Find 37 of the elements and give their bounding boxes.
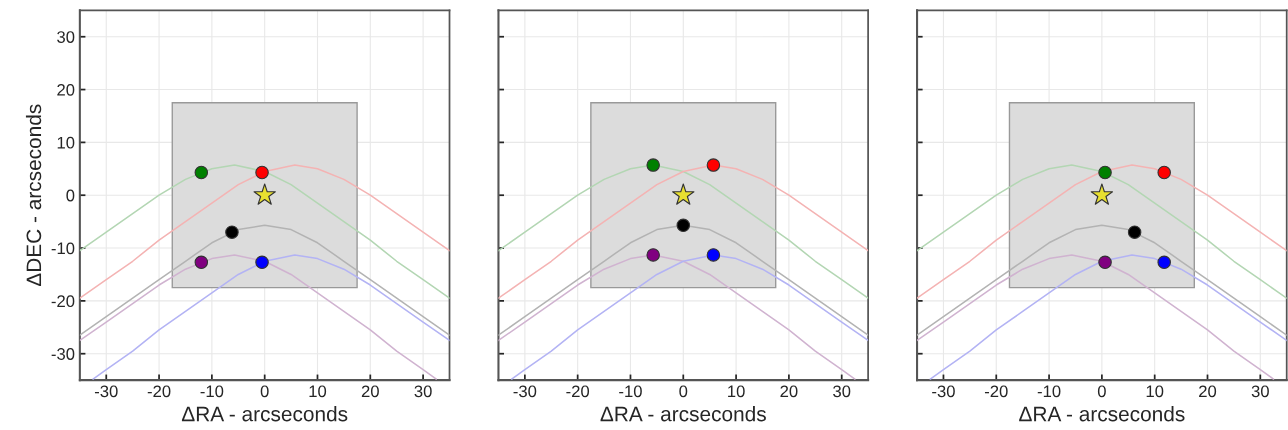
x-tick-label: -10 — [1037, 385, 1061, 398]
x-tick-label: -30 — [932, 385, 955, 398]
x-tick-label: 20 — [361, 385, 379, 398]
x-tick-label: -30 — [94, 385, 118, 398]
line-series — [79, 164, 450, 300]
line-series — [79, 224, 450, 336]
x-axis-title: ΔRA - arcseconds — [600, 406, 766, 422]
x-tick-label: 30 — [414, 385, 432, 398]
x-tick-label: -10 — [200, 385, 224, 398]
x-tick-label: 30 — [1251, 385, 1269, 398]
x-tick-label: 10 — [309, 385, 327, 398]
x-tick-label: 10 — [728, 385, 745, 398]
x-axis-title: ΔRA - arcseconds — [1019, 406, 1185, 422]
x-tick-label: 20 — [1199, 385, 1217, 398]
x-axis-title: ΔRA - arcseconds — [181, 406, 348, 422]
x-tick-label: 0 — [679, 385, 688, 398]
y-tick-label: 30 — [57, 31, 75, 43]
x-tick-label: -30 — [513, 385, 537, 398]
x-tick-label: 0 — [260, 385, 269, 398]
point — [1090, 183, 1114, 205]
x-tick-label: -20 — [147, 385, 171, 398]
x-tick-label: -20 — [984, 385, 1008, 398]
point — [672, 183, 695, 205]
x-tick-label: 10 — [1146, 385, 1164, 398]
y-tick-label: 0 — [66, 189, 75, 202]
y-tick-label: -30 — [51, 348, 75, 360]
x-tick-label: -20 — [566, 385, 590, 398]
y-tick-label: 10 — [57, 136, 75, 149]
x-tick-label: 30 — [833, 385, 851, 398]
y-axis-title: ΔDEC - arcseconds — [25, 104, 42, 287]
y-tick-label: -20 — [51, 295, 75, 308]
y-tick-label: 20 — [57, 83, 75, 96]
x-tick-label: 0 — [1097, 385, 1106, 398]
x-tick-label: 20 — [780, 385, 798, 398]
x-tick-label: -10 — [619, 385, 642, 398]
y-tick-label: -10 — [51, 242, 75, 255]
point — [253, 183, 276, 205]
